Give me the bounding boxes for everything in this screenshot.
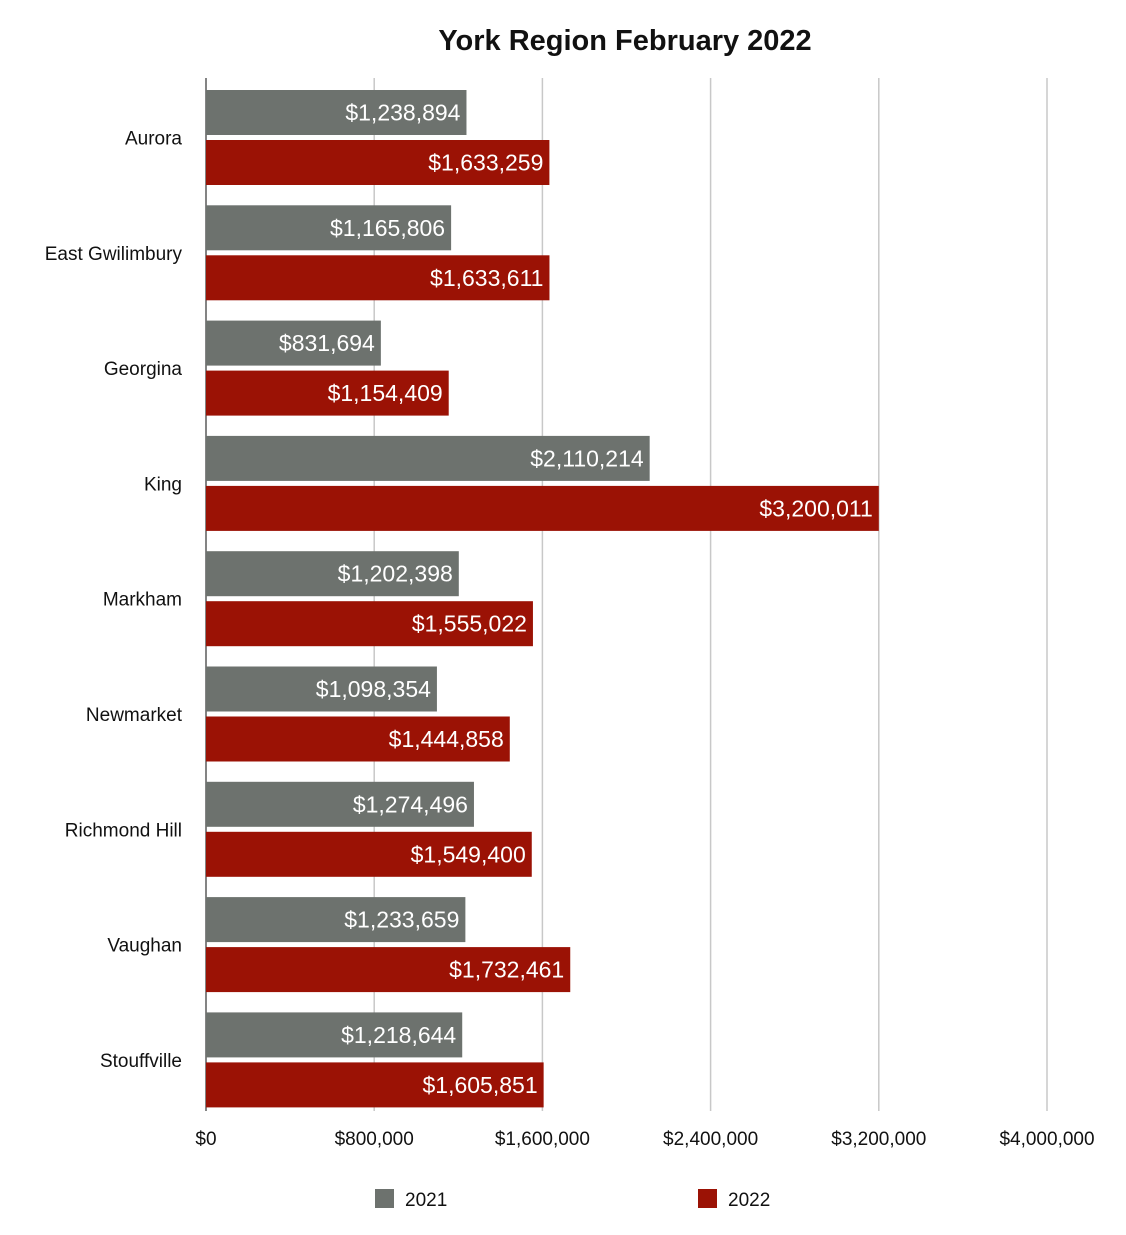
category-label: Georgina — [104, 359, 183, 380]
data-label: $1,233,659 — [344, 907, 459, 933]
legend-swatch — [698, 1189, 717, 1208]
category-label: King — [144, 474, 182, 495]
legend-swatch — [375, 1189, 394, 1208]
bar-2022 — [206, 255, 550, 301]
data-label: $1,549,400 — [411, 841, 526, 867]
x-tick-label: $1,600,000 — [495, 1129, 590, 1150]
data-label: $1,555,022 — [412, 611, 527, 637]
data-label: $2,110,214 — [530, 445, 644, 471]
category-label: Newmarket — [86, 705, 183, 726]
legend-label: 2022 — [728, 1190, 770, 1211]
data-label: $1,154,409 — [328, 380, 443, 406]
category-label: Markham — [103, 590, 182, 611]
chart-title: York Region February 2022 — [438, 25, 811, 57]
data-label: $1,238,894 — [345, 100, 460, 126]
bar-2022 — [206, 140, 550, 185]
bar-2021 — [206, 666, 437, 712]
value-labels: $1,238,894 $1,633,259 $1,165,806 $1,633,611… — [279, 100, 873, 1098]
bar-2021 — [206, 435, 650, 481]
bar-2022 — [206, 831, 532, 877]
bar-2021 — [206, 320, 381, 366]
bar-2022 — [206, 370, 449, 416]
data-label: $1,633,611 — [430, 265, 543, 291]
x-tick-labels: $0 $800,000 $1,600,000 $2,400,000 $3,200,000… — [195, 1129, 1094, 1150]
bar-2022 — [206, 1062, 544, 1108]
category-label: East Gwilimbury — [45, 244, 183, 265]
category-labels: Aurora East Gwilimbury Georgina King Markham… — [45, 129, 183, 1072]
data-label: $1,165,806 — [330, 215, 445, 241]
category-label: Stouffville — [100, 1051, 182, 1072]
x-tick-label: $0 — [195, 1129, 216, 1150]
legend-label: 2021 — [405, 1190, 447, 1211]
bar-2022 — [206, 485, 879, 531]
data-label: $1,633,259 — [428, 150, 543, 176]
data-label: $3,200,011 — [759, 495, 872, 521]
bar-2021 — [206, 205, 452, 251]
bar-2021 — [206, 897, 466, 943]
bar-2022 — [206, 716, 510, 762]
data-label: $1,444,858 — [389, 726, 504, 752]
data-label: $831,694 — [279, 330, 375, 356]
x-tick-label: $800,000 — [335, 1129, 414, 1150]
data-label: $1,202,398 — [338, 561, 453, 587]
legend: 2021 2022 — [375, 1189, 770, 1211]
bars — [206, 90, 879, 1108]
category-label: Aurora — [125, 129, 182, 150]
data-label: $1,732,461 — [449, 957, 564, 983]
bar-2022 — [206, 601, 533, 647]
category-label: Richmond Hill — [65, 820, 182, 841]
data-label: $1,218,644 — [341, 1022, 456, 1048]
bar-2021 — [206, 781, 474, 827]
category-label: Vaughan — [107, 936, 182, 957]
x-tick-label: $2,400,000 — [663, 1129, 758, 1150]
bar-2021 — [206, 90, 467, 135]
bar-2021 — [206, 1012, 463, 1058]
data-label: $1,274,496 — [353, 791, 468, 817]
x-tick-label: $4,000,000 — [999, 1129, 1094, 1150]
x-tick-label: $3,200,000 — [831, 1129, 926, 1150]
bar-2022 — [206, 947, 571, 993]
data-label: $1,098,354 — [316, 676, 431, 702]
bar-2021 — [206, 551, 459, 597]
data-label: $1,605,851 — [423, 1072, 538, 1098]
